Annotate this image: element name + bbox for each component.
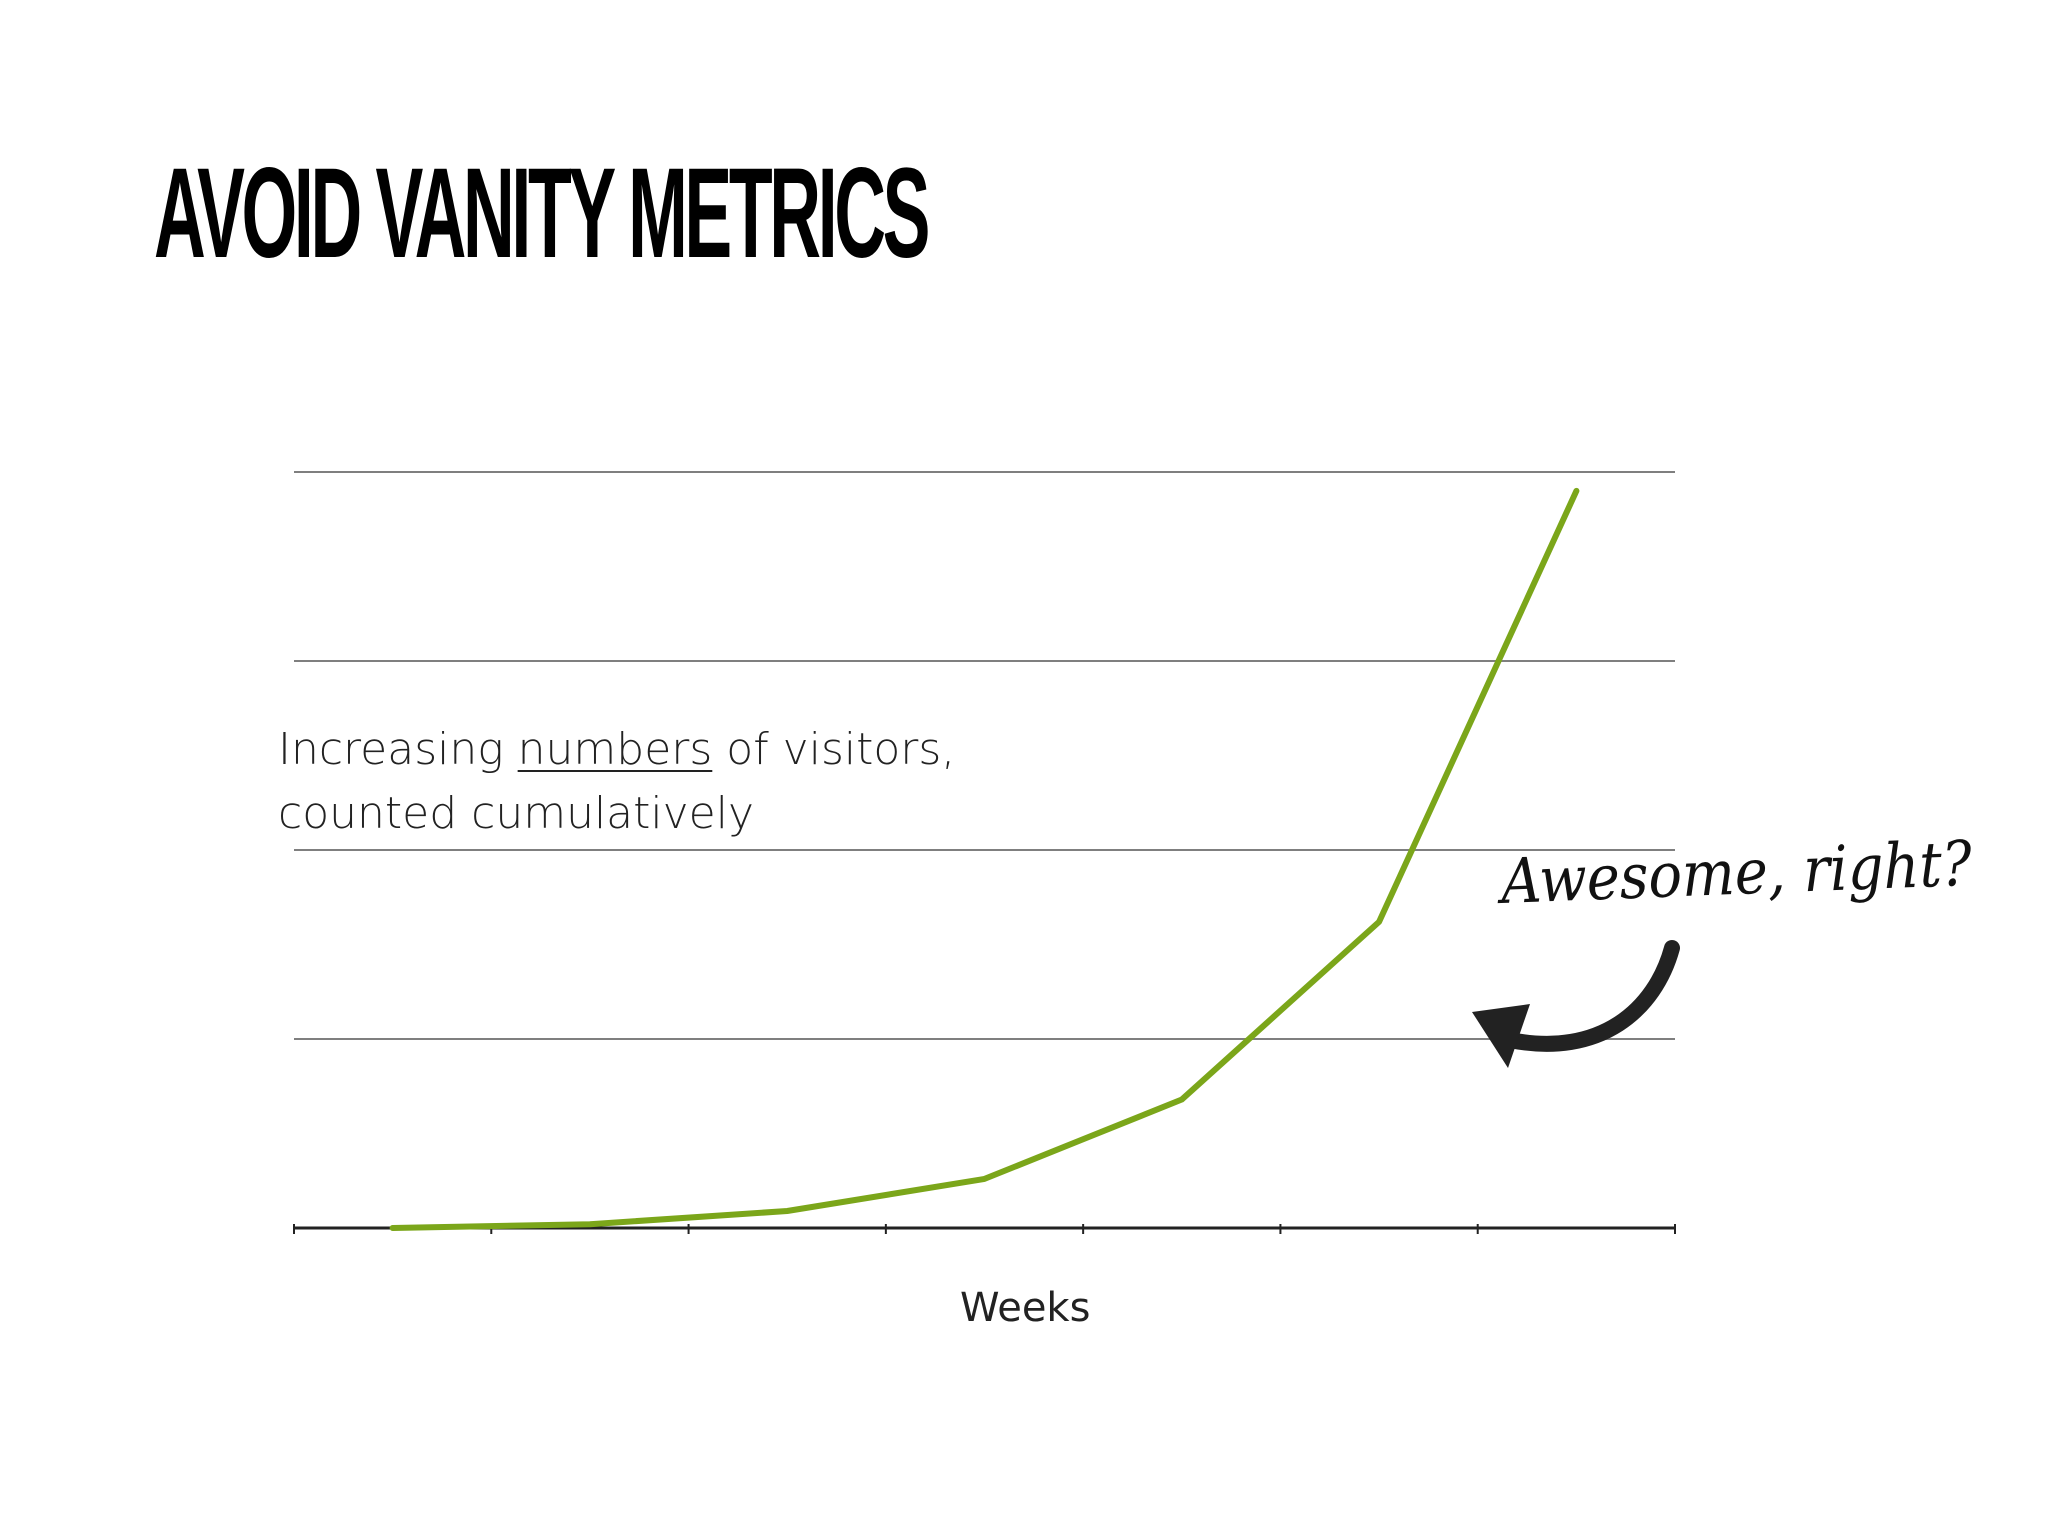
annotation-line-1: Increasing numbers of visitors,	[278, 718, 955, 782]
chart-annotation: Increasing numbers of visitors, counted …	[278, 718, 955, 846]
annotation-line-2: counted cumulatively	[278, 788, 754, 839]
data-point	[1179, 1096, 1185, 1102]
data-point	[390, 1225, 396, 1231]
gridlines	[294, 471, 1675, 1040]
annotation-prefix: Increasing	[278, 724, 518, 775]
data-point	[784, 1208, 790, 1214]
annotation-suffix: of visitors,	[712, 724, 956, 775]
data-point	[1573, 488, 1579, 494]
series-line	[389, 487, 1580, 1231]
slide-title: AVOID VANITY METRICS	[154, 142, 930, 285]
data-point	[587, 1221, 593, 1227]
data-point	[982, 1176, 987, 1182]
data-point	[1376, 919, 1382, 925]
annotation-underlined-word: numbers	[517, 724, 713, 775]
x-axis-label: Weeks	[960, 1285, 1091, 1331]
series-group	[389, 487, 1580, 1231]
